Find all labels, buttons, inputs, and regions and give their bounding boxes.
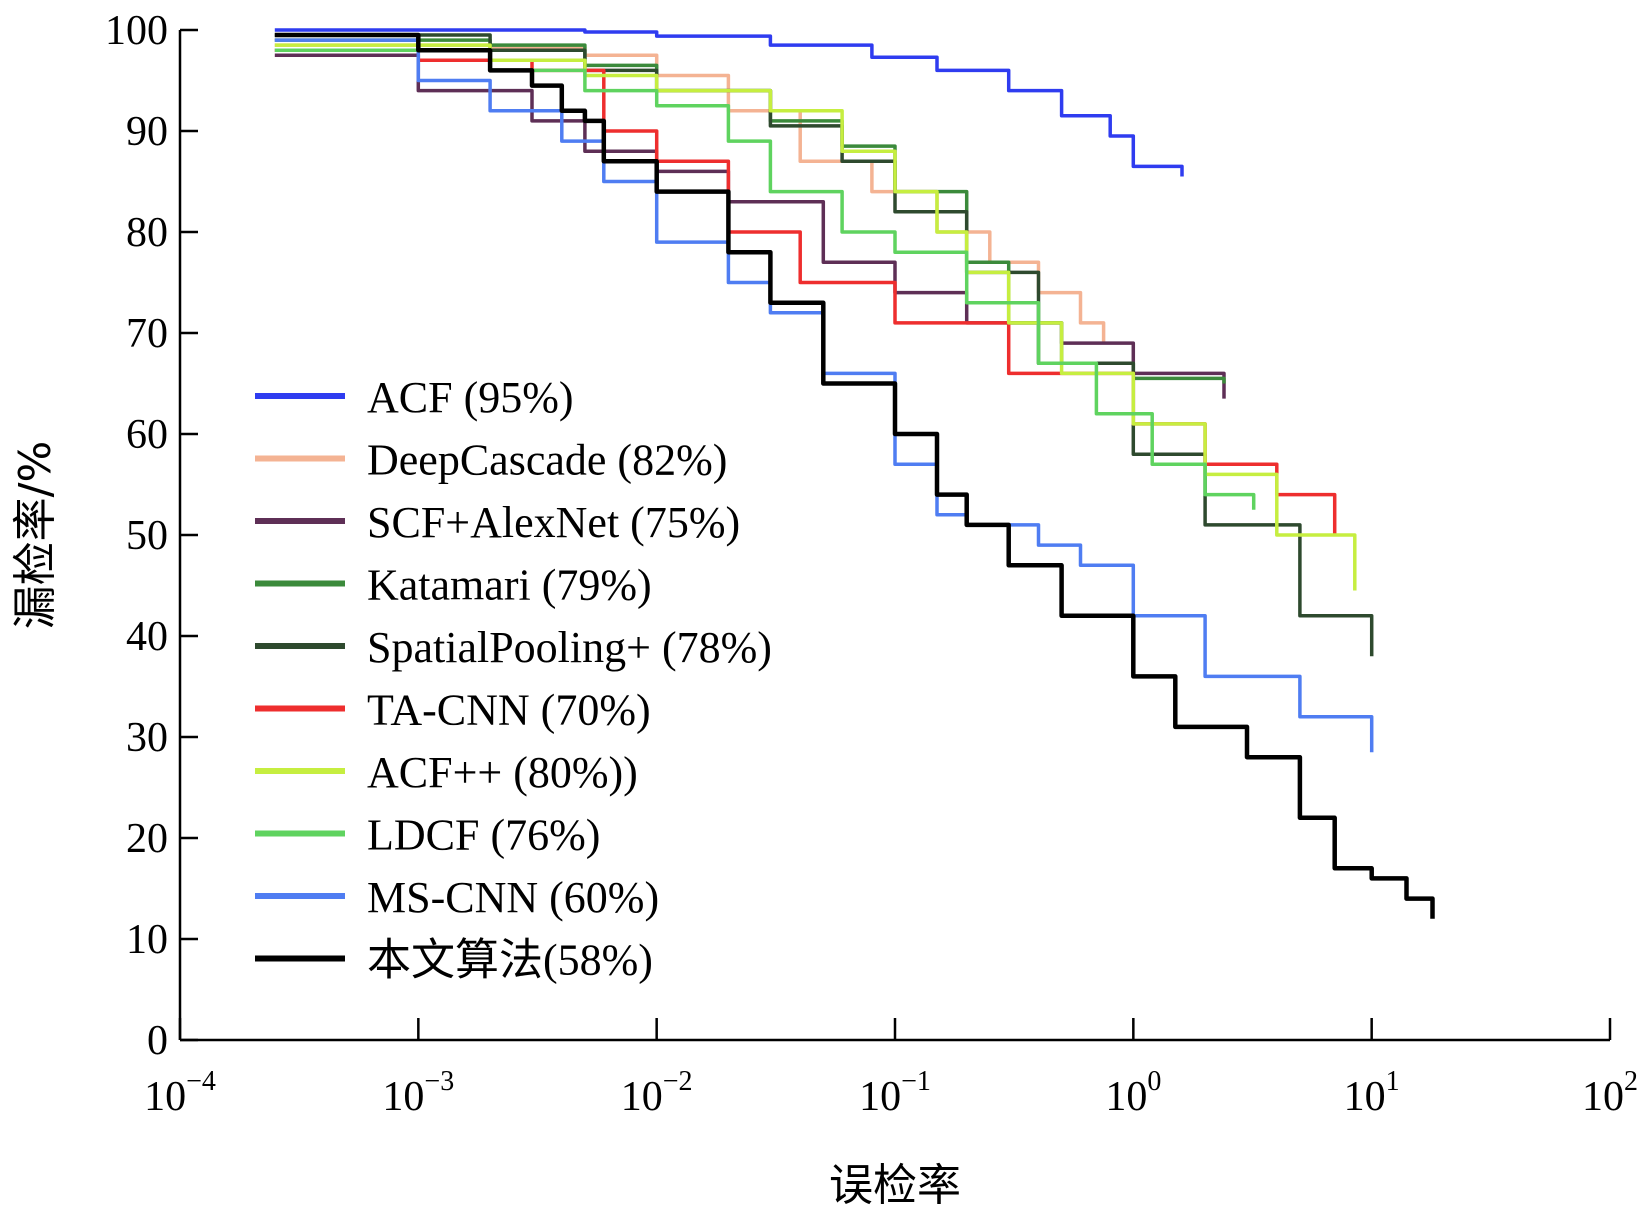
y-tick-label: 0 (147, 1018, 168, 1064)
x-tick-label: 10−1 (859, 1066, 931, 1120)
legend-label: ACF (95%) (367, 373, 574, 422)
y-tick-label: 10 (126, 917, 168, 963)
y-tick-label: 40 (126, 614, 168, 660)
x-tick-label: 10−4 (144, 1066, 216, 1120)
y-tick-label: 100 (105, 8, 168, 54)
legend-label: MS-CNN (60%) (367, 873, 659, 922)
legend: ACF (95%) DeepCascade (82%) SCF+AlexNet (7… (255, 373, 772, 985)
legend-label: ACF++ (80%)) (367, 748, 638, 797)
x-axis-ticks: 10−4 10−3 10−2 10−1 100 101 102 (144, 1018, 1638, 1120)
x-tick-label: 10−3 (382, 1066, 454, 1120)
legend-label: DeepCascade (82%) (367, 436, 727, 485)
legend-label: TA-CNN (70%) (367, 686, 651, 735)
x-tick-label: 10−2 (621, 1066, 693, 1120)
legend-label: SpatialPooling+ (78%) (367, 623, 772, 672)
y-tick-label: 70 (126, 311, 168, 357)
x-tick-label: 101 (1344, 1066, 1400, 1120)
series-line (275, 55, 1224, 398)
chart: 10−4 10−3 10−2 10−1 100 101 102 0 10 20 30 40 50 60 7… (0, 0, 1648, 1226)
x-tick-label: 100 (1105, 1066, 1161, 1120)
x-tick-label: 102 (1582, 1066, 1638, 1120)
y-tick-label: 60 (126, 412, 168, 458)
y-tick-label: 50 (126, 513, 168, 559)
y-tick-label: 90 (126, 109, 168, 155)
legend-label: SCF+AlexNet (75%) (367, 498, 740, 547)
y-tick-label: 20 (126, 816, 168, 862)
legend-label: Katamari (79%) (367, 561, 652, 610)
x-axis-title: 误检率 (829, 1160, 961, 1211)
legend-label: 本文算法(58%) (367, 936, 653, 985)
legend-label: LDCF (76%) (367, 811, 600, 860)
y-tick-label: 30 (126, 715, 168, 761)
y-axis-title: 漏检率/% (10, 441, 61, 630)
plot-area: 10−4 10−3 10−2 10−1 100 101 102 0 10 20 30 40 50 60 7… (105, 8, 1638, 1120)
y-axis-ticks: 0 10 20 30 40 50 60 70 80 90 100 (105, 8, 198, 1064)
y-tick-label: 80 (126, 210, 168, 256)
